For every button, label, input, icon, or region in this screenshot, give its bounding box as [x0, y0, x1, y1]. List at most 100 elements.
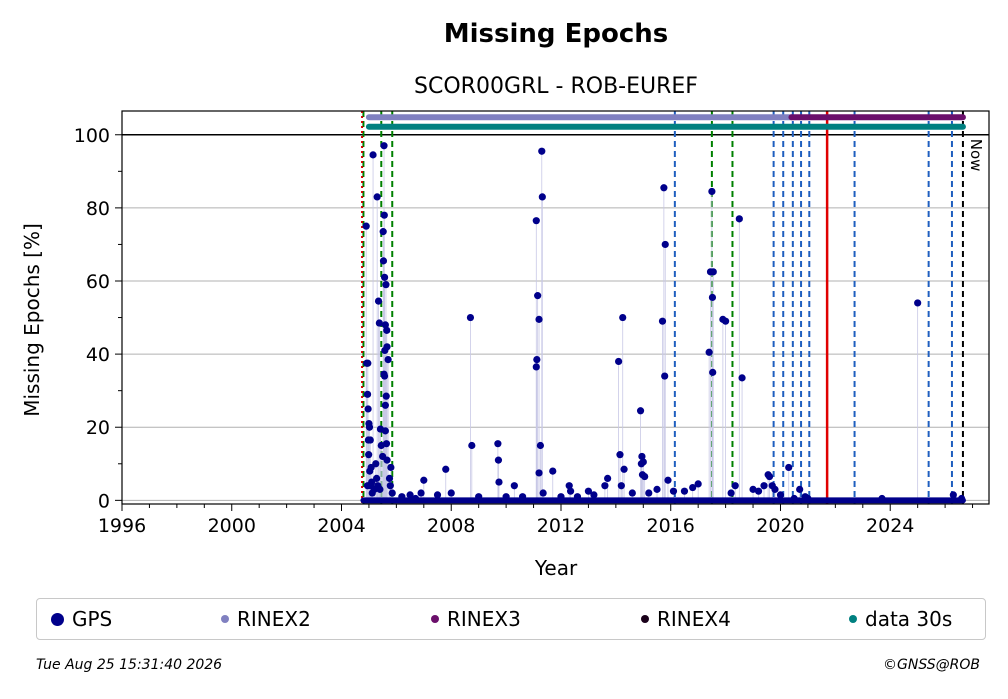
footer-timestamp: Tue Aug 25 15:31:40 2026 [36, 657, 223, 673]
gps-point-54 [420, 476, 428, 484]
rinex4-marker-icon [641, 615, 649, 623]
gps-point-86 [615, 357, 623, 366]
gps-point-50 [398, 493, 406, 501]
gps-point-17 [373, 193, 381, 201]
gps-point-87 [616, 451, 624, 459]
gps-point-51 [406, 491, 414, 499]
gps-point-75 [535, 469, 543, 477]
gps-point-48 [386, 482, 394, 490]
gps-point-45 [383, 456, 391, 464]
gps-point-16 [369, 151, 377, 159]
now-label: Now [967, 139, 985, 172]
gps-point-106 [680, 487, 689, 495]
gps-point-128 [776, 491, 785, 499]
gps-point-42 [381, 401, 389, 409]
gps-point-58 [466, 313, 475, 322]
gps-point-44 [382, 440, 391, 448]
gps-point-23 [370, 485, 379, 493]
gps-point-38 [384, 355, 392, 364]
gps-point-24 [376, 485, 384, 493]
gps-point-85 [604, 474, 612, 483]
gps-point-89 [620, 465, 628, 473]
gps-point-93 [638, 452, 646, 461]
gps-point-91 [628, 489, 636, 497]
gps-point-101 [660, 184, 668, 192]
gps-point-65 [510, 482, 518, 490]
gps-point-19 [375, 319, 383, 327]
legend-item-rinex3: RINEX3 [431, 599, 521, 639]
gps-point-116 [722, 317, 730, 325]
gps-point-76 [539, 489, 547, 497]
x-tick-label-2004: 2004 [317, 515, 365, 537]
gps-point-40 [380, 372, 389, 380]
gps-point-117 [727, 489, 735, 497]
gps-point-83 [590, 491, 598, 499]
y-tick-label-60: 60 [86, 271, 110, 293]
gps-point-92 [636, 407, 645, 415]
gps-point-74 [536, 441, 545, 450]
gps-point-123 [760, 482, 768, 490]
y-tick-label-80: 80 [86, 198, 110, 220]
gps-point-41 [382, 392, 390, 400]
plot-frame [121, 110, 990, 505]
gps-point-53 [417, 489, 425, 497]
gps-point-129 [785, 463, 793, 472]
gps-point-37 [383, 343, 391, 351]
gps-point-98 [645, 489, 653, 497]
footer-copyright: ©GNSS@ROB [883, 657, 980, 673]
y-tick-label-40: 40 [86, 344, 110, 366]
gps-point-20 [372, 460, 380, 468]
gps-point-28 [380, 142, 388, 150]
y-axis-label: Missing Epochs [%] [20, 223, 44, 417]
gps-point-130 [790, 494, 798, 503]
gps-point-121 [749, 485, 757, 493]
gps-point-52 [411, 494, 420, 503]
gps-point-103 [661, 372, 669, 380]
gps-point-0 [362, 222, 370, 230]
chart-title: Missing Epochs [444, 19, 668, 49]
gps-point-135 [914, 299, 922, 307]
gps-point-60 [475, 493, 483, 501]
gps-point-70 [533, 355, 541, 364]
x-tick-label-2024: 2024 [866, 515, 914, 537]
legend-label-rinex3: RINEX3 [447, 607, 521, 631]
gps-point-31 [379, 257, 388, 265]
gps-point-137 [957, 494, 966, 503]
x-tick-label-2008: 2008 [427, 515, 475, 537]
y-tick-label-100: 100 [74, 125, 110, 147]
gps-point-109 [705, 348, 713, 356]
gps-point-46 [387, 463, 395, 472]
x-tick-label-2016: 2016 [647, 515, 695, 537]
gps-point-30 [379, 228, 387, 236]
legend-label-rinex2: RINEX2 [237, 607, 311, 631]
gps-point-9 [365, 451, 373, 459]
gps-point-102 [661, 240, 669, 249]
gps-point-21 [373, 474, 381, 483]
gps-point-84 [601, 482, 609, 490]
legend-item-data-30s: data 30s [849, 599, 952, 639]
gps-point-34 [381, 321, 389, 329]
gps-point-119 [735, 215, 743, 223]
gps-point-120 [738, 374, 746, 382]
gps-point-105 [669, 487, 678, 495]
y-tick-label-0: 0 [98, 490, 110, 512]
rinex3-marker-icon [431, 615, 439, 623]
legend-label-rinex4: RINEX4 [657, 607, 731, 631]
gps-point-62 [494, 456, 503, 464]
x-tick-label-2012: 2012 [537, 515, 585, 537]
gps-point-107 [689, 483, 697, 492]
gps-point-32 [380, 273, 389, 281]
chart-subtitle: SCOR00GRL - ROB-EUREF [414, 74, 698, 99]
legend-label-gps: GPS [72, 607, 113, 631]
gps-point-57 [447, 489, 455, 497]
gps-point-29 [380, 211, 388, 219]
gps-point-133 [804, 494, 812, 503]
gps-point-118 [731, 482, 739, 490]
gps-point-82 [584, 487, 593, 495]
legend-item-rinex4: RINEX4 [641, 599, 731, 639]
gps-point-4 [364, 405, 372, 413]
gps-point-14 [363, 482, 372, 490]
x-tick-label-2000: 2000 [208, 515, 256, 537]
gps-point-61 [494, 440, 502, 448]
gps-point-81 [573, 493, 582, 501]
